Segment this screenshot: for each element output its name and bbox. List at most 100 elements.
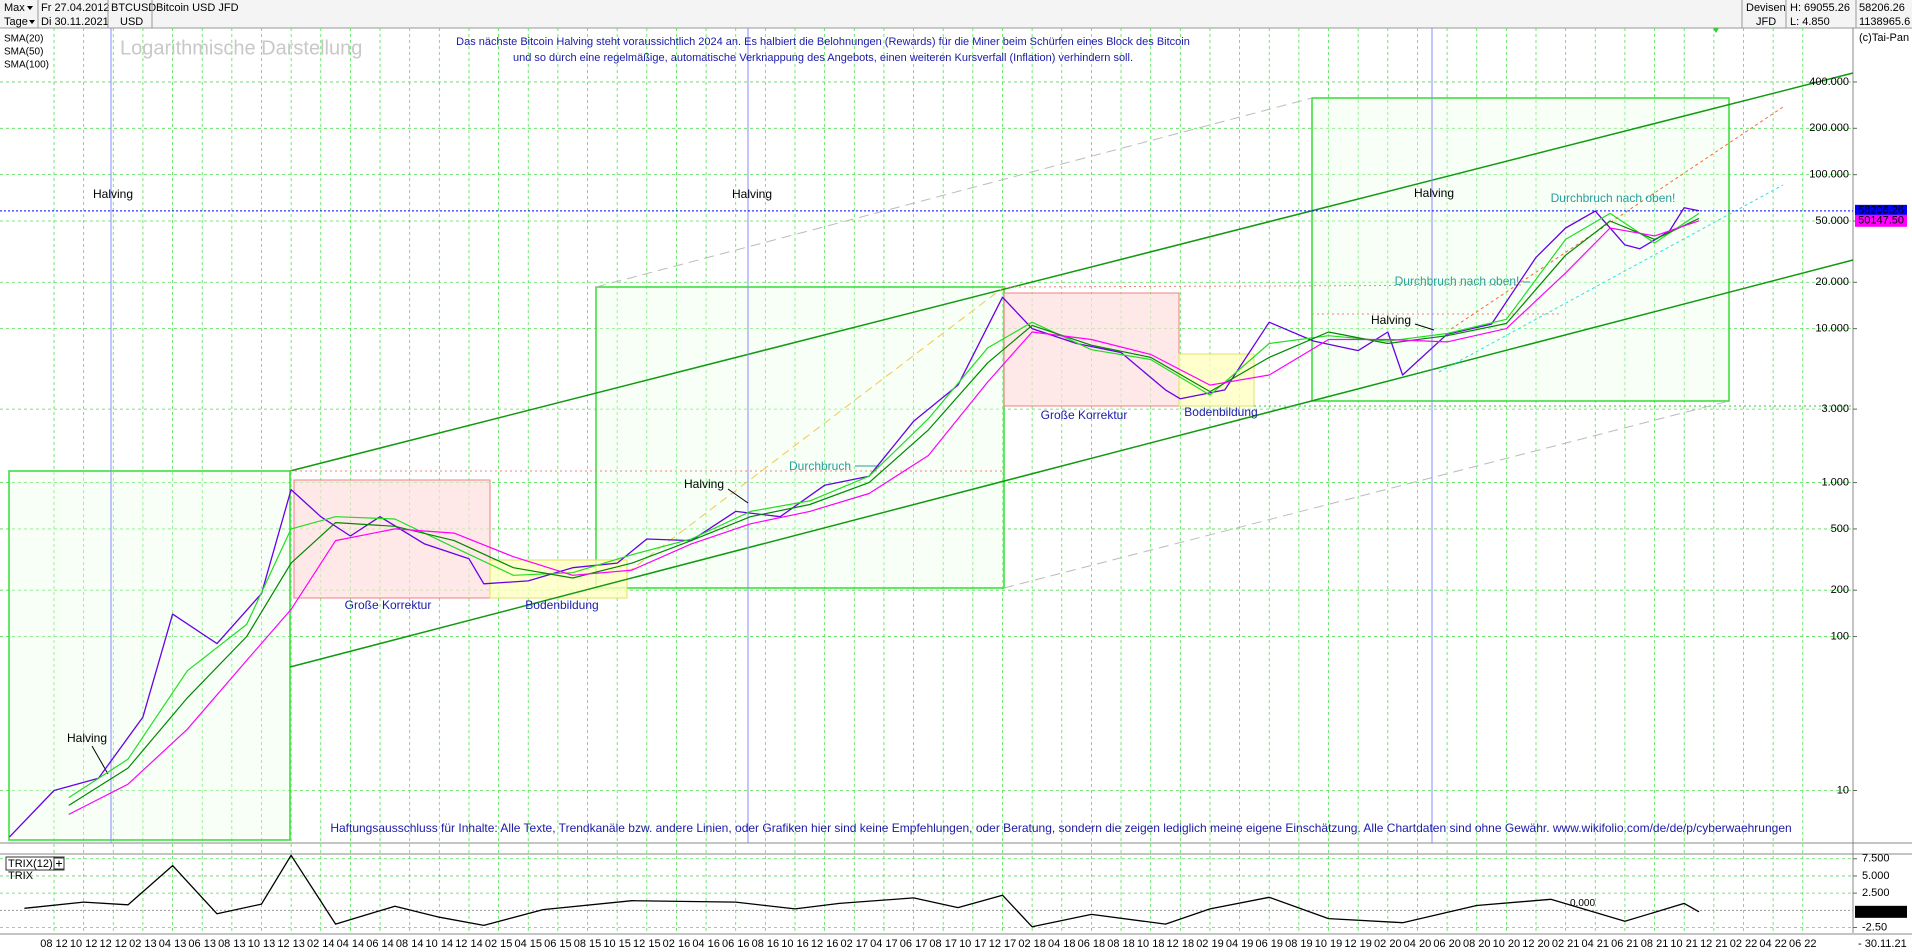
x-tick-label: 12 19 [1344, 938, 1372, 950]
halving-label: Halving [732, 187, 772, 201]
y-tick-label: 200.000 [1809, 122, 1849, 134]
x-tick-label: 06 16 [722, 938, 750, 950]
legend-entry: SMA(100) [4, 60, 49, 71]
x-tick-label: 12 18 [1167, 938, 1195, 950]
price-marker [1855, 214, 1907, 227]
x-tick-label: 12 16 [811, 938, 839, 950]
y-tick-label: 400.000 [1809, 76, 1849, 88]
channel-box [8, 470, 291, 841]
info-text: Das nächste Bitcoin Halving steht voraus… [456, 36, 1190, 48]
arrow [727, 488, 749, 504]
range-select[interactable]: Max [4, 2, 25, 14]
dropdown-arrow[interactable] [27, 6, 33, 10]
x-tick-label: 10 12 [70, 938, 98, 950]
x-tick-label: 06 21 [1611, 938, 1639, 950]
bottom-box [489, 559, 628, 599]
x-tick-label: 12 15 [633, 938, 661, 950]
x-tick-label: 06 17 [900, 938, 928, 950]
y-tick-label: 2.500 [1862, 887, 1890, 899]
plot: 400.000200.000100.00050.00020.00010.0003… [0, 34, 1907, 950]
x-tick-label: 04 20 [1404, 938, 1432, 950]
x-tick-label: 04 22 [1759, 938, 1787, 950]
x-tick-label: 02 17 [841, 938, 869, 950]
series-line [9, 207, 1700, 838]
x-tick-label: 06 13 [188, 938, 216, 950]
x-end-label: - 30.11.21 [1858, 938, 1907, 950]
y-tick-label: 7.500 [1862, 853, 1890, 865]
x-tick-label: 02 18 [1018, 938, 1046, 950]
x-tick-label: 08 15 [574, 938, 602, 950]
x-tick-label: 06 22 [1789, 938, 1817, 950]
x-tick-label: 10 15 [603, 938, 631, 950]
x-tick-label: 04 21 [1582, 938, 1610, 950]
y-tick-label: 10 [1837, 784, 1849, 796]
x-tick-label: 06 14 [366, 938, 394, 950]
series-line [68, 212, 1700, 799]
market: Devisen [1746, 2, 1786, 14]
drawings [8, 28, 1854, 843]
x-tick-label: 08 16 [752, 938, 780, 950]
trend-channel-upper [289, 72, 1854, 472]
y-tick-label: 500 [1831, 523, 1849, 535]
breakout-label: Durchbruch nach oben! [1551, 191, 1676, 205]
x-tick-label: 12 14 [455, 938, 483, 950]
x-tick-label: 02 16 [663, 938, 691, 950]
channel-box [1311, 97, 1730, 402]
x-tick-label: 04 13 [159, 938, 187, 950]
x-tick-label: 10 18 [1137, 938, 1165, 950]
x-tick-label: 08 12 [40, 938, 68, 950]
x-tick-label: 02 19 [1196, 938, 1224, 950]
legend-entry: SMA(50) [4, 47, 43, 58]
price-marker-label: 58206.26 [1858, 205, 1904, 217]
x-tick-label: 02 22 [1730, 938, 1758, 950]
x-tick-label: 06 15 [544, 938, 572, 950]
low: L: 4.850 [1790, 16, 1830, 28]
halving-label: Halving [1414, 186, 1454, 200]
x-tick-label: 04 19 [1226, 938, 1254, 950]
scale-note: Logarithmische Darstellung [120, 37, 362, 59]
marker-arrow [1713, 28, 1719, 33]
x-tick-label: 08 20 [1463, 938, 1491, 950]
y-tick-label: 10.000 [1815, 323, 1849, 335]
indicator-legend: TRIX [8, 870, 34, 882]
exchange: JFD [1756, 16, 1776, 28]
x-tick-label: 02 13 [129, 938, 157, 950]
breakout-label: Durchbruch nach oben! [1395, 274, 1520, 288]
bottom-label: Bodenbildung [1184, 405, 1257, 419]
y-tick-label: 100 [1831, 630, 1849, 642]
y-tick-label: -2.50 [1862, 921, 1887, 933]
y-tick-label: 100.000 [1809, 169, 1849, 181]
x-tick-label: 10 20 [1493, 938, 1521, 950]
y-tick-label: 20.000 [1815, 276, 1849, 288]
series-line [68, 217, 1700, 806]
resistance-line [1003, 284, 1523, 288]
arrow [1414, 323, 1435, 331]
instrument-name: Bitcoin USD JFD [156, 2, 239, 14]
annotations: Logarithmische Darstellung Das nächste B… [67, 36, 1792, 835]
date-from: Fr 27.04.2012 [41, 2, 110, 14]
dropdown-arrow[interactable] [29, 20, 35, 24]
date-to: Di 30.11.2021 [41, 16, 109, 28]
x-tick-label: 02 20 [1374, 938, 1402, 950]
series-line [24, 854, 1700, 928]
x-tick-label: 06 20 [1433, 938, 1461, 950]
x-tick-label: 04 18 [1048, 938, 1076, 950]
breakout-label: Durchbruch [789, 459, 851, 473]
add-icon[interactable] [56, 860, 62, 867]
y-tick-label: 5.000 [1862, 870, 1890, 882]
x-tick-label: 04 14 [337, 938, 365, 950]
volume: 1138965.6 [1859, 16, 1910, 28]
x-tick-label: 12 21 [1700, 938, 1728, 950]
x-tick-label: 02 14 [307, 938, 335, 950]
x-tick-label: 04 16 [692, 938, 720, 950]
x-tick-label: 08 13 [218, 938, 246, 950]
indicator-title: TRIX(12) [8, 858, 53, 870]
x-tick-label: 08 17 [929, 938, 957, 950]
x-tick-label: 04 15 [514, 938, 542, 950]
x-tick-label: 06 18 [1078, 938, 1106, 950]
x-tick-label: 10 17 [959, 938, 987, 950]
period-select[interactable]: Tage [4, 16, 28, 28]
reference-label: 0.000 [1570, 898, 1595, 909]
correction-box [293, 479, 491, 599]
halving-label: Halving [1371, 313, 1411, 327]
